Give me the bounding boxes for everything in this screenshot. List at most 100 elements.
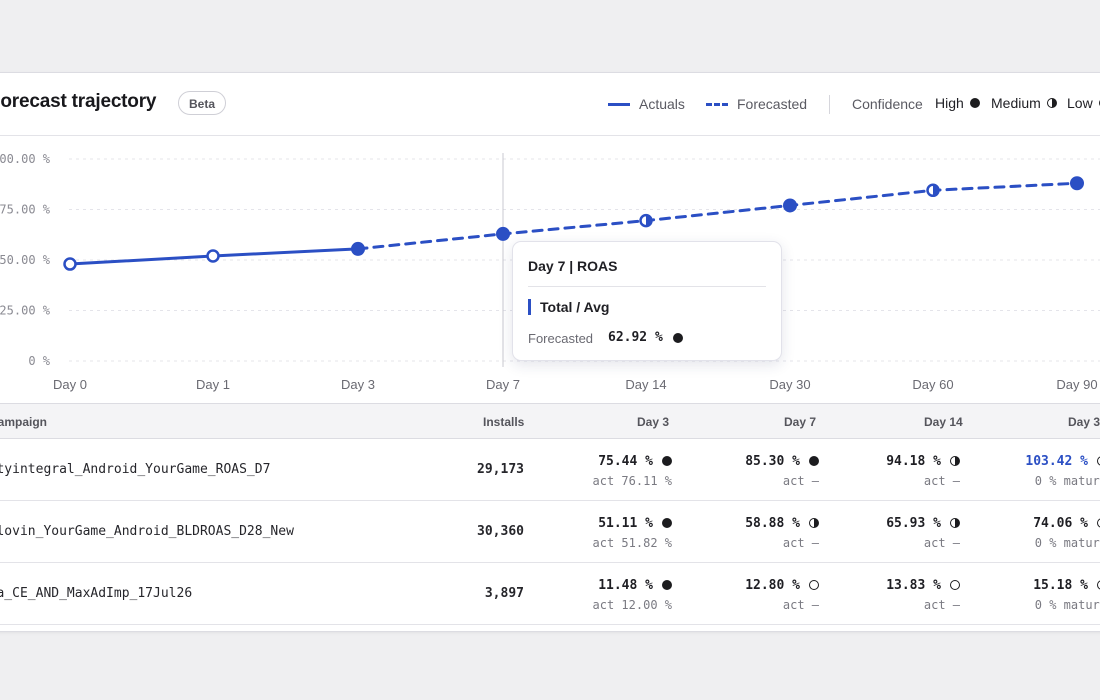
- forecast-subtext: act —: [782, 536, 819, 550]
- confidence-low-label: Low: [1067, 95, 1093, 111]
- forecast-subtext: act —: [923, 536, 960, 550]
- forecast-subtext: act —: [782, 474, 819, 488]
- filled-circle-icon: [672, 332, 683, 343]
- forecast-cell: 94.18 % act —: [886, 453, 960, 488]
- forecast-value: 11.48 %: [593, 577, 672, 593]
- forecast-subtext: 0 % mature: [1034, 536, 1100, 550]
- forecast-subtext: act 51.82 %: [592, 536, 672, 550]
- filled-circle-icon: [662, 580, 672, 590]
- forecast-value-text: 58.88 %: [745, 515, 800, 531]
- forecast-value: 12.80 %: [745, 577, 819, 593]
- table-row[interactable]: Meta_CE_AND_MaxAdImp_17Jul26 3,897 11.48 %…: [0, 563, 1100, 625]
- x-tick-label: Day 90: [1056, 377, 1097, 392]
- tooltip-section: Total / Avg: [540, 299, 610, 315]
- col-day7[interactable]: Day 7: [784, 415, 817, 429]
- beta-badge: Beta: [178, 91, 227, 115]
- data-point-medium-fill: [933, 184, 939, 196]
- forecast-cell: 75.44 % act 76.11 %: [593, 453, 672, 488]
- forecast-subtext: act 76.11 %: [592, 474, 672, 488]
- y-tick-label: 0 %: [28, 354, 50, 368]
- forecast-cell: 15.18 % 0 % mature: [1033, 577, 1100, 612]
- installs-value: 3,897: [484, 586, 524, 601]
- forecast-value-text: 11.48 %: [598, 577, 653, 593]
- col-installs[interactable]: Installs: [483, 415, 525, 429]
- col-day3[interactable]: Day 3: [637, 415, 670, 429]
- card-title: Forecast trajectory: [0, 91, 157, 112]
- col-day14[interactable]: Day 14: [924, 415, 963, 429]
- tooltip-label: Forecasted: [528, 331, 594, 346]
- installs-value: 29,173: [477, 462, 524, 477]
- filled-circle-icon: [809, 456, 819, 466]
- half-circle-icon: [950, 456, 960, 466]
- forecast-value: 74.06 %: [1033, 515, 1100, 531]
- table-header: Campaign Installs Day 3 Day 7 Day 14 Day…: [0, 403, 1100, 439]
- tooltip-value-wrap: 62.92 %: [608, 330, 683, 345]
- forecast-card: Forecast trajectory Beta Actuals Forecas…: [0, 72, 1100, 632]
- data-point-low: [63, 257, 77, 271]
- forecast-cell: 13.83 % act —: [886, 577, 960, 612]
- forecast-subtext: 0 % mature: [1034, 598, 1100, 612]
- half-circle-icon: [1046, 98, 1057, 108]
- campaign-name[interactable]: Meta_CE_AND_MaxAdImp_17Jul26: [0, 586, 193, 601]
- installs-value: 30,360: [477, 524, 524, 539]
- confidence-medium-label: Medium: [991, 95, 1041, 111]
- legend-forecasted-label: Forecasted: [737, 96, 808, 112]
- empty-circle-icon: [809, 580, 819, 590]
- y-tick-label: 100.00 %: [0, 152, 51, 166]
- forecast-subtext: act —: [923, 474, 960, 488]
- forecast-value: 58.88 %: [745, 515, 819, 531]
- data-point-medium-fill: [646, 215, 652, 227]
- legend-actuals-label: Actuals: [639, 96, 685, 112]
- legend-actuals[interactable]: Actuals: [608, 95, 685, 113]
- forecast-cell: 65.93 % act —: [886, 515, 960, 550]
- confidence-label: Confidence: [852, 96, 923, 112]
- col-campaign[interactable]: Campaign: [0, 415, 48, 429]
- table-row[interactable]: Unityintegral_Android_YourGame_ROAS_D7 29…: [0, 439, 1100, 501]
- x-tick-label: Day 3: [341, 377, 375, 392]
- x-tick-label: Day 7: [486, 377, 520, 392]
- forecast-value-text: 12.80 %: [745, 577, 800, 593]
- x-tick-label: Day 60: [912, 377, 953, 392]
- confidence-high: High: [935, 95, 980, 111]
- x-tick-label: Day 1: [196, 377, 230, 392]
- col-day30[interactable]: Day 30: [1068, 415, 1100, 429]
- chart-svg: 100.00 % 75.00 % 50.00 % 25.00 % 0 %Day 0 Day…: [0, 152, 1100, 392]
- chart-tooltip: Day 7 | ROAS Total / Avg Forecasted 62.9…: [512, 241, 782, 361]
- forecast-chart[interactable]: 100.00 % 75.00 % 50.00 % 25.00 % 0 %Day 0 Day…: [0, 135, 1100, 403]
- forecast-value: 94.18 %: [886, 453, 960, 469]
- forecast-value-text: 75.44 %: [598, 453, 653, 469]
- forecast-subtext: act 12.00 %: [592, 598, 672, 612]
- forecast-value-text: 94.18 %: [886, 453, 941, 469]
- forecast-value: 65.93 %: [886, 515, 960, 531]
- forecast-value-text: 13.83 %: [886, 577, 941, 593]
- confidence-low: Low: [1067, 95, 1100, 111]
- forecast-value: 85.30 %: [745, 453, 819, 469]
- x-tick-label: Day 0: [53, 377, 87, 392]
- card-header: Forecast trajectory Beta Actuals Forecas…: [0, 73, 1100, 136]
- campaign-name[interactable]: Unityintegral_Android_YourGame_ROAS_D7: [0, 462, 271, 477]
- dashed-line-swatch-icon: [706, 102, 728, 106]
- forecast-cell: 58.88 % act —: [745, 515, 819, 550]
- filled-circle-icon: [662, 518, 672, 528]
- confidence-medium: Medium: [991, 95, 1057, 111]
- legend-forecasted[interactable]: Forecasted: [706, 95, 807, 113]
- y-tick-label: 75.00 %: [0, 203, 51, 217]
- forecast-value: 15.18 %: [1033, 577, 1100, 593]
- forecast-cell: 74.06 % 0 % mature: [1033, 515, 1100, 550]
- x-tick-label: Day 14: [625, 377, 666, 392]
- tooltip-divider: [528, 286, 766, 287]
- forecast-value-text: 51.11 %: [598, 515, 653, 531]
- forecast-cell: 12.80 % act —: [745, 577, 819, 612]
- forecast-value-text: 103.42 %: [1025, 453, 1088, 469]
- forecast-value: 51.11 %: [593, 515, 672, 531]
- forecasted-series-line: [356, 181, 1079, 251]
- forecast-value-text: 15.18 %: [1033, 577, 1088, 593]
- forecast-subtext: act —: [923, 598, 960, 612]
- half-circle-icon: [950, 518, 960, 528]
- forecast-value-text: 85.30 %: [745, 453, 800, 469]
- y-tick-label: 50.00 %: [0, 253, 51, 267]
- data-point-high: [783, 198, 797, 213]
- table-row[interactable]: Applovin_YourGame_Android_BLDROAS_D28_Ne…: [0, 501, 1100, 563]
- campaign-name[interactable]: Applovin_YourGame_Android_BLDROAS_D28_Ne…: [0, 524, 294, 539]
- tooltip-value: 62.92 %: [608, 330, 663, 345]
